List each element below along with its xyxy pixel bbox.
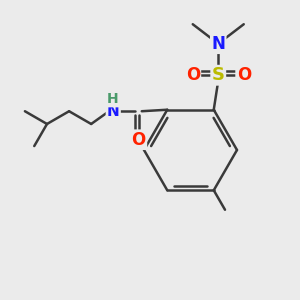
Text: O: O <box>186 66 200 84</box>
Text: S: S <box>212 66 225 84</box>
Text: N: N <box>107 104 120 119</box>
Text: H: H <box>107 92 119 106</box>
Text: N: N <box>211 35 225 53</box>
Text: O: O <box>237 66 251 84</box>
Text: O: O <box>132 131 146 149</box>
